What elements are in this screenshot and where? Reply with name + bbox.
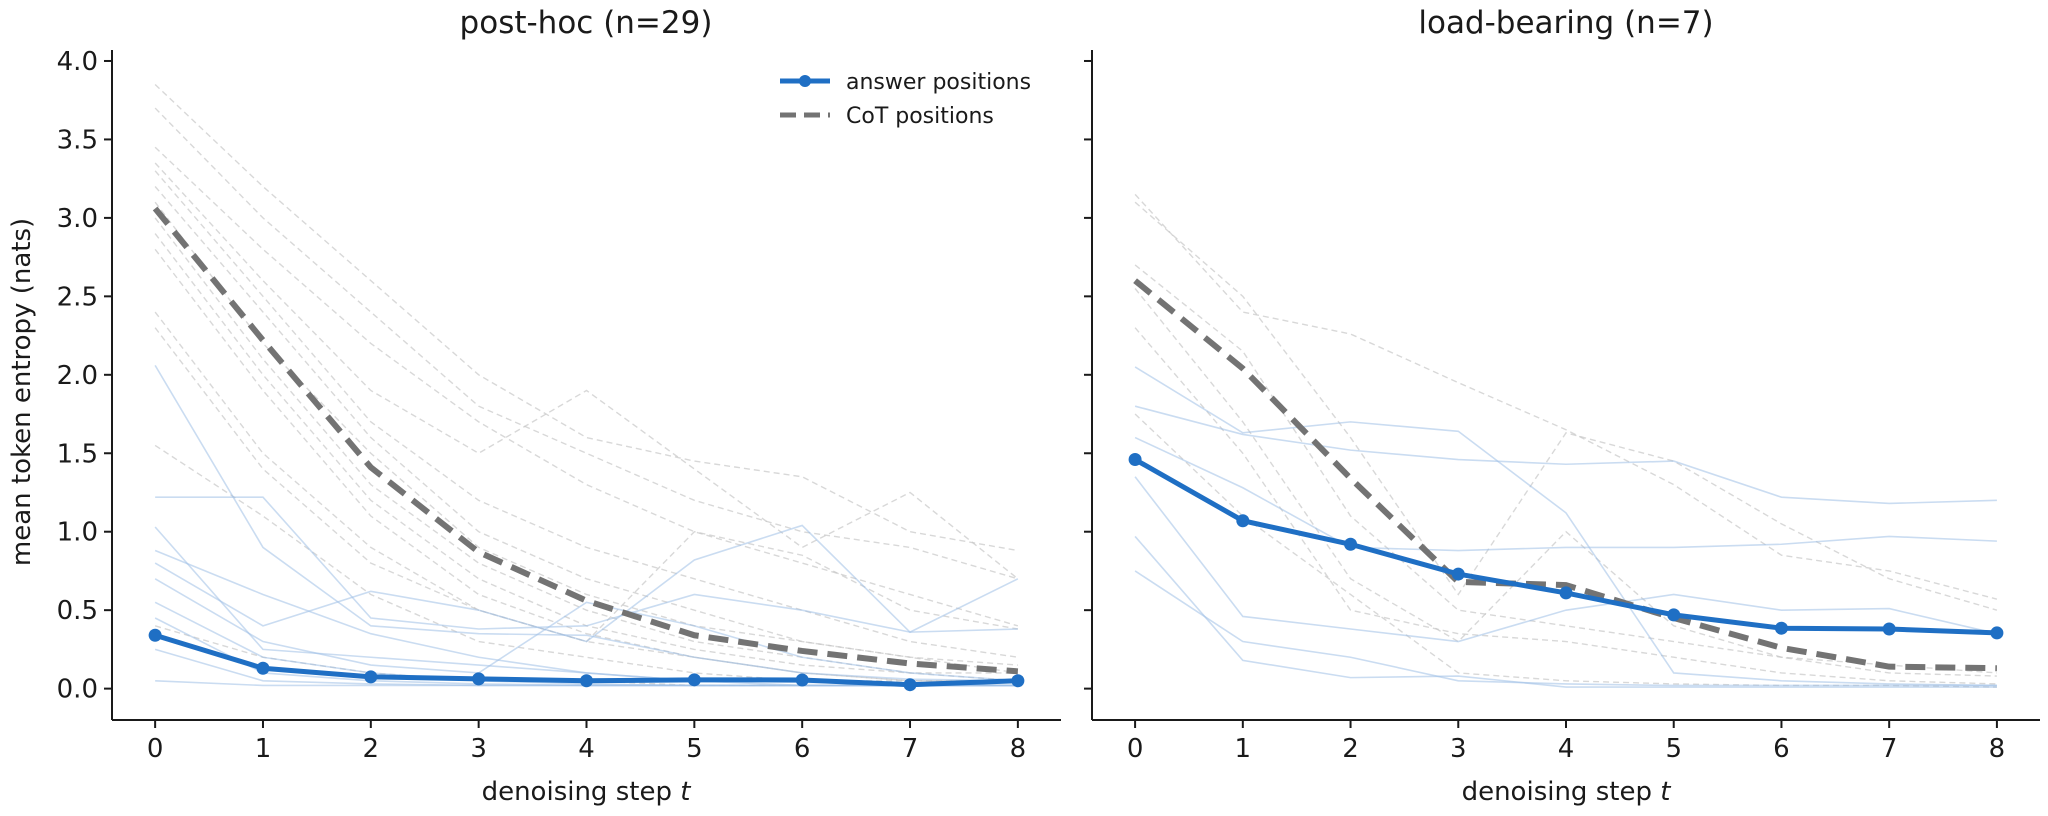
x-axis-label: denoising step t bbox=[482, 777, 692, 807]
x-tick-label: 7 bbox=[902, 734, 919, 764]
x-tick-label: 5 bbox=[1665, 734, 1682, 764]
answer-mean-point bbox=[1559, 586, 1573, 600]
y-tick-label: 4.0 bbox=[57, 47, 98, 77]
x-tick-label: 8 bbox=[1010, 734, 1027, 764]
y-tick-label: 1.0 bbox=[57, 518, 98, 548]
answer-mean-point bbox=[1344, 537, 1358, 551]
answer-mean-point bbox=[1990, 626, 2004, 640]
y-tick-label: 2.0 bbox=[57, 361, 98, 391]
answer-example-line bbox=[154, 364, 1018, 682]
legend: answer positions CoT positions bbox=[780, 70, 1031, 129]
x-tick-label: 2 bbox=[363, 734, 380, 764]
y-tick-label: 2.5 bbox=[57, 282, 98, 312]
y-tick-label: 3.0 bbox=[57, 204, 98, 234]
answer-mean-point bbox=[1774, 621, 1788, 635]
x-axis-label-variable: t bbox=[680, 777, 691, 807]
x-axis-label: denoising step t bbox=[1462, 777, 1672, 807]
cot-example-line bbox=[154, 311, 1018, 682]
answer-example-line bbox=[1134, 366, 1997, 687]
cot-example-line bbox=[154, 84, 1018, 552]
answer-example-line bbox=[1134, 436, 1997, 552]
x-tick-label: 2 bbox=[1342, 734, 1359, 764]
cot-example-line bbox=[1134, 288, 1997, 677]
answer-mean-point bbox=[1667, 608, 1681, 622]
legend-answer-label: answer positions bbox=[846, 70, 1031, 95]
answer-mean-point bbox=[687, 673, 701, 687]
answer-example-line bbox=[1134, 535, 1997, 688]
answer-example-line bbox=[1134, 570, 1997, 687]
x-axis-label-text: denoising step bbox=[1462, 777, 1652, 807]
x-tick-label: 1 bbox=[255, 734, 272, 764]
y-tick-label: 0.5 bbox=[57, 596, 98, 626]
panel-title: post-hoc (n=29) bbox=[460, 5, 713, 41]
answer-example-line bbox=[1134, 476, 1998, 643]
x-tick-label: 6 bbox=[1773, 734, 1790, 764]
cot-example-line bbox=[154, 107, 1019, 580]
answer-example-line bbox=[154, 549, 1018, 687]
cot-example-line bbox=[1134, 413, 1997, 688]
answer-mean-point bbox=[472, 672, 486, 686]
answer-mean-point bbox=[1451, 567, 1465, 581]
answer-example-line bbox=[154, 524, 1019, 643]
answer-mean-point bbox=[148, 628, 162, 642]
x-tick-label: 4 bbox=[1558, 734, 1575, 764]
x-tick-label: 4 bbox=[578, 734, 595, 764]
x-tick-label: 7 bbox=[1881, 734, 1898, 764]
x-tick-label: 0 bbox=[147, 734, 164, 764]
cot-example-line bbox=[154, 170, 1018, 658]
answer-mean-point bbox=[256, 661, 270, 675]
answer-mean-point bbox=[1236, 514, 1250, 528]
cot-example-line bbox=[154, 217, 1018, 674]
cot-example-line bbox=[1134, 264, 1997, 674]
x-tick-label: 3 bbox=[1450, 734, 1467, 764]
x-axis-label-text: denoising step bbox=[482, 777, 672, 807]
cot-example-line bbox=[154, 444, 1018, 682]
cot-example-line bbox=[1134, 193, 1998, 600]
cot-example-line bbox=[154, 233, 1018, 682]
answer-mean-point bbox=[580, 674, 593, 688]
y-tick-label: 3.5 bbox=[57, 125, 98, 155]
answer-mean-point bbox=[795, 673, 809, 687]
cot-example-line bbox=[154, 248, 1018, 682]
legend-answer-marker bbox=[799, 75, 811, 87]
cot-mean-line bbox=[1133, 278, 1997, 672]
x-tick-label: 3 bbox=[470, 734, 487, 764]
x-tick-label: 6 bbox=[794, 734, 811, 764]
answer-example-line bbox=[1134, 405, 1997, 505]
cot-example-line bbox=[154, 186, 1018, 674]
x-tick-label: 5 bbox=[686, 734, 703, 764]
y-tick-label: 0.0 bbox=[57, 675, 98, 705]
answer-mean-point bbox=[1011, 674, 1025, 688]
cot-example-line bbox=[1134, 327, 1997, 685]
answer-mean-point bbox=[364, 670, 378, 684]
y-axis-label: mean token entropy (nats) bbox=[7, 218, 37, 566]
cot-mean-line bbox=[152, 206, 1019, 675]
cot-example-line bbox=[154, 201, 1018, 666]
answer-mean-point bbox=[1882, 622, 1896, 636]
legend-cot-label: CoT positions bbox=[846, 104, 994, 129]
panel-load-bearing: load-bearing (n=7) denoising step t 0 1 2 3… bbox=[1084, 5, 2040, 807]
panel-post-hoc: post-hoc (n=29) mean token entropy (nats… bbox=[7, 5, 1061, 807]
y-tick-label: 1.5 bbox=[57, 439, 98, 469]
x-tick-label: 1 bbox=[1235, 734, 1252, 764]
answer-example-line bbox=[155, 496, 1018, 633]
x-tick-label: 0 bbox=[1127, 734, 1144, 764]
cot-example-line bbox=[154, 162, 1019, 580]
panel-title: load-bearing (n=7) bbox=[1418, 5, 1713, 41]
answer-mean-point bbox=[903, 678, 917, 692]
cot-example-line bbox=[154, 146, 1019, 627]
x-axis-label-variable: t bbox=[1660, 777, 1671, 807]
answer-example-line bbox=[154, 578, 1018, 682]
cot-example-line bbox=[1134, 201, 1998, 611]
answer-mean-point bbox=[1128, 453, 1142, 467]
x-tick-label: 8 bbox=[1989, 734, 2006, 764]
